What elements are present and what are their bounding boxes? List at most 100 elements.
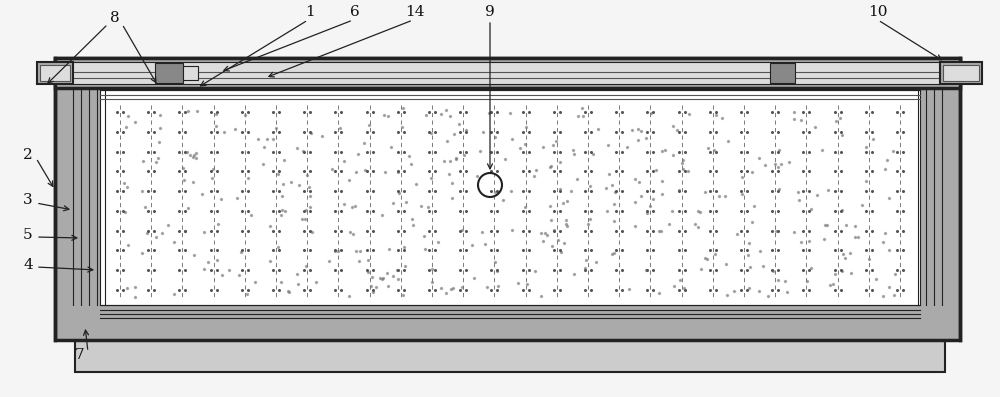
Point [654,191,670,197]
Point [771,185,787,192]
Point [273,211,289,218]
Point [697,188,713,195]
Point [539,232,555,238]
Point [341,177,357,183]
Point [405,222,421,229]
Point [690,224,706,230]
Point [575,112,591,119]
Point [786,229,802,235]
Point [681,111,697,118]
Point [767,160,783,167]
Point [186,152,202,158]
Point [720,138,736,145]
Point [651,290,667,297]
Point [448,155,464,161]
Point [822,282,838,288]
Point [690,208,706,214]
Point [456,152,472,158]
Point [274,206,290,213]
Point [606,249,622,256]
Point [542,164,558,171]
Bar [75,318,945,372]
Point [214,272,230,278]
Point [556,240,572,247]
Point [135,158,151,164]
Point [375,274,391,281]
Point [654,178,670,184]
Point [768,228,784,235]
Point [751,287,767,294]
Point [390,169,406,175]
Point [559,198,575,204]
Point [397,263,413,269]
Point [448,156,464,162]
Point [182,151,198,158]
Point [814,146,830,153]
Point [842,250,858,256]
Point [664,208,680,214]
Point [746,203,762,210]
Point [439,137,455,144]
Point [619,144,635,150]
Point [374,276,390,282]
Point [599,207,615,214]
Point [381,246,397,252]
Point [433,111,449,117]
Text: 6: 6 [350,5,360,19]
Point [445,285,461,291]
Point [240,174,256,181]
Point [330,248,346,254]
Point [669,127,685,133]
Point [771,146,787,153]
Point [472,147,488,154]
Point [887,270,903,277]
Point [291,182,307,189]
Point [519,281,535,287]
Point [403,160,419,167]
Point [166,291,182,297]
Point [380,283,396,289]
Point [793,239,809,245]
Point [270,243,286,250]
Point [395,291,411,298]
Point [714,115,730,121]
Point [504,136,520,142]
Point [548,138,564,144]
Point [757,162,773,168]
Point [495,197,511,203]
Point [372,275,388,281]
Point [706,147,722,153]
Point [302,193,318,199]
Point [304,229,320,235]
Point [881,195,897,201]
Point [588,259,604,265]
Point [803,264,819,271]
Point [150,155,166,161]
Point [327,248,343,254]
Point [289,271,305,278]
Point [466,275,482,281]
Text: 14: 14 [405,5,425,19]
Point [430,239,446,245]
Point [394,124,410,130]
Point [543,217,559,224]
Point [545,142,561,148]
Point [578,257,594,263]
Point [865,136,881,142]
Point [451,120,467,127]
Point [139,230,155,237]
Point [582,216,598,222]
Point [116,180,132,186]
Point [630,137,646,143]
Point [152,112,168,118]
Point [643,110,659,116]
Point [793,117,809,123]
Point [687,220,703,227]
Point [487,133,503,140]
Point [838,222,854,229]
Point [442,158,458,164]
Point [621,286,637,293]
Point [368,284,384,290]
Point [233,249,249,255]
Point [527,268,543,274]
